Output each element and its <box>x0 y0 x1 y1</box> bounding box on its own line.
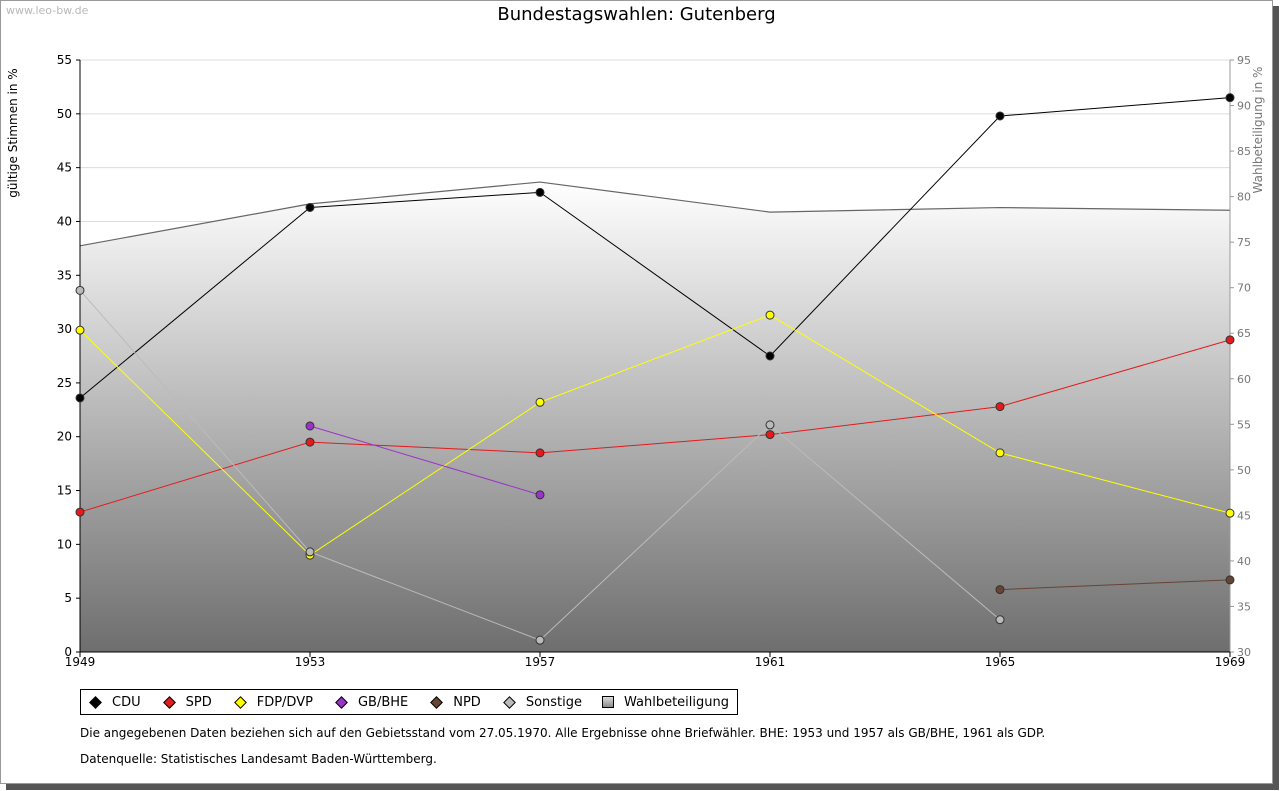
y-tick-label-55: 55 <box>57 53 72 67</box>
series-point-spd-1965 <box>995 402 1005 412</box>
legend: CDU SPD FDP/DVP GB/BHE NPD Sonstige Wahlbeteil… <box>80 689 739 715</box>
y2-tick-label-60: 60 <box>1237 373 1251 386</box>
series-point-sonstige-1953 <box>305 547 315 557</box>
legend-area-icon <box>602 696 614 708</box>
y2-tick-label-85: 85 <box>1237 145 1251 158</box>
series-point-sonstige-1957 <box>535 635 545 645</box>
series-point-gb-bhe-1957 <box>535 490 545 500</box>
legend-label: Sonstige <box>525 694 582 710</box>
legend-label: Wahlbeteiligung <box>624 694 730 710</box>
y-tick-label-10: 10 <box>57 537 72 551</box>
series-point-spd-1953 <box>305 437 315 447</box>
series-point-sonstige-1965 <box>995 615 1005 625</box>
x-tick-label-1965: 1965 <box>985 655 1016 669</box>
x-tick-label-1949: 1949 <box>65 655 96 669</box>
legend-marker-icon <box>233 695 247 709</box>
y-tick-label-15: 15 <box>57 484 72 498</box>
series-point-fdp-dvp-1961 <box>765 310 775 320</box>
legend-label: GB/BHE <box>357 694 409 710</box>
y2-tick-label-90: 90 <box>1237 100 1251 113</box>
legend-label: FDP/DVP <box>256 694 313 710</box>
series-point-fdp-dvp-1969 <box>1225 508 1235 518</box>
series-point-cdu-1957 <box>535 187 545 197</box>
legend-marker-icon <box>162 695 176 709</box>
series-layer <box>75 93 1235 645</box>
legend-item-spd: SPD <box>161 695 212 710</box>
series-point-npd-1965 <box>995 585 1005 595</box>
turnout-layer <box>79 181 1231 652</box>
axis-layer: 0 5 10 15 20 25 30 35 40 45 50 55 30 35 40 45 50 55 60 65 70… <box>57 53 1251 669</box>
series-line-fdp-dvp <box>79 314 1231 556</box>
y2-tick-label-70: 70 <box>1237 282 1251 295</box>
y2-tick-label-40: 40 <box>1237 555 1251 568</box>
series-point-gb-bhe-1953 <box>305 421 315 431</box>
series-point-cdu-1969 <box>1225 93 1235 103</box>
turnout-area <box>80 182 1230 652</box>
series-point-cdu-1949 <box>75 393 85 403</box>
series-line-spd <box>79 339 1231 513</box>
legend-marker-icon <box>502 695 516 709</box>
y2-tick-label-50: 50 <box>1237 464 1251 477</box>
legend-item-cdu: CDU <box>87 695 141 710</box>
y-tick-label-5: 5 <box>64 591 72 605</box>
y-tick-label-45: 45 <box>57 161 72 175</box>
legend-item-npd: NPD <box>428 695 481 710</box>
series-point-spd-1949 <box>75 507 85 517</box>
note-gebietsstand: Die angegebenen Daten beziehen sich auf … <box>80 726 1046 740</box>
y2-tick-label-55: 55 <box>1237 418 1251 431</box>
y-tick-label-25: 25 <box>57 376 72 390</box>
legend-label: NPD <box>453 694 481 710</box>
watermark: www.leo-bw.de <box>6 4 89 17</box>
y-tick-label-20: 20 <box>57 430 72 444</box>
y-tick-label-50: 50 <box>57 107 72 121</box>
y2-tick-label-45: 45 <box>1237 509 1251 522</box>
legend-marker-icon <box>335 695 348 709</box>
note-datenquelle: Datenquelle: Statistisches Landesamt Bad… <box>80 752 437 766</box>
y2-tick-label-30: 30 <box>1237 646 1251 659</box>
series-point-sonstige-1961 <box>765 420 775 430</box>
legend-item-fdp-dvp: FDP/DVP <box>232 695 313 710</box>
y2-tick-label-95: 95 <box>1237 54 1251 67</box>
series-line-cdu <box>79 97 1231 399</box>
y-axis-label: gültige Stimmen in % <box>6 68 20 197</box>
series-point-cdu-1953 <box>305 202 315 212</box>
legend-marker-icon <box>430 695 444 709</box>
legend-item-gb-bhe: GB/BHE <box>333 695 408 710</box>
x-tick-label-1953: 1953 <box>295 655 326 669</box>
series-point-cdu-1965 <box>995 111 1005 121</box>
series-point-fdp-dvp-1957 <box>535 397 545 407</box>
legend-item-sonstige: Sonstige <box>501 695 582 710</box>
y2-tick-label-80: 80 <box>1237 191 1251 204</box>
turnout-line <box>79 181 1231 247</box>
series-point-cdu-1961 <box>765 351 775 361</box>
y-tick-label-0: 0 <box>64 645 72 659</box>
y2-tick-label-35: 35 <box>1237 600 1251 613</box>
legend-item-wahlbeteiligung: Wahlbeteiligung <box>602 695 729 710</box>
y-tick-label-35: 35 <box>57 268 72 282</box>
series-point-npd-1969 <box>1225 575 1235 585</box>
y-tick-label-30: 30 <box>57 322 72 336</box>
frame-shadow-right <box>1273 6 1279 790</box>
series-point-spd-1969 <box>1225 335 1235 345</box>
frame-shadow-bottom <box>6 784 1279 790</box>
y2-axis-label: Wahlbeteiligung in % <box>1251 67 1265 194</box>
series-point-fdp-dvp-1965 <box>995 448 1005 458</box>
series-point-spd-1957 <box>535 448 545 458</box>
series-point-fdp-dvp-1949 <box>75 325 85 335</box>
chart-title: Bundestagswahlen: Gutenberg <box>497 4 776 25</box>
x-tick-label-1957: 1957 <box>525 655 556 669</box>
x-tick-label-1969: 1969 <box>1215 655 1246 669</box>
series-line-gb-bhe <box>309 425 541 496</box>
y2-tick-label-65: 65 <box>1237 327 1251 340</box>
series-line-npd <box>999 579 1231 591</box>
legend-label: SPD <box>185 694 212 710</box>
series-point-spd-1961 <box>765 430 775 440</box>
legend-marker-icon <box>89 695 102 709</box>
legend-label: CDU <box>112 694 141 710</box>
x-tick-label-1961: 1961 <box>755 655 786 669</box>
y2-tick-label-75: 75 <box>1237 236 1251 249</box>
series-point-sonstige-1949 <box>75 285 85 295</box>
y-tick-label-40: 40 <box>57 214 72 228</box>
